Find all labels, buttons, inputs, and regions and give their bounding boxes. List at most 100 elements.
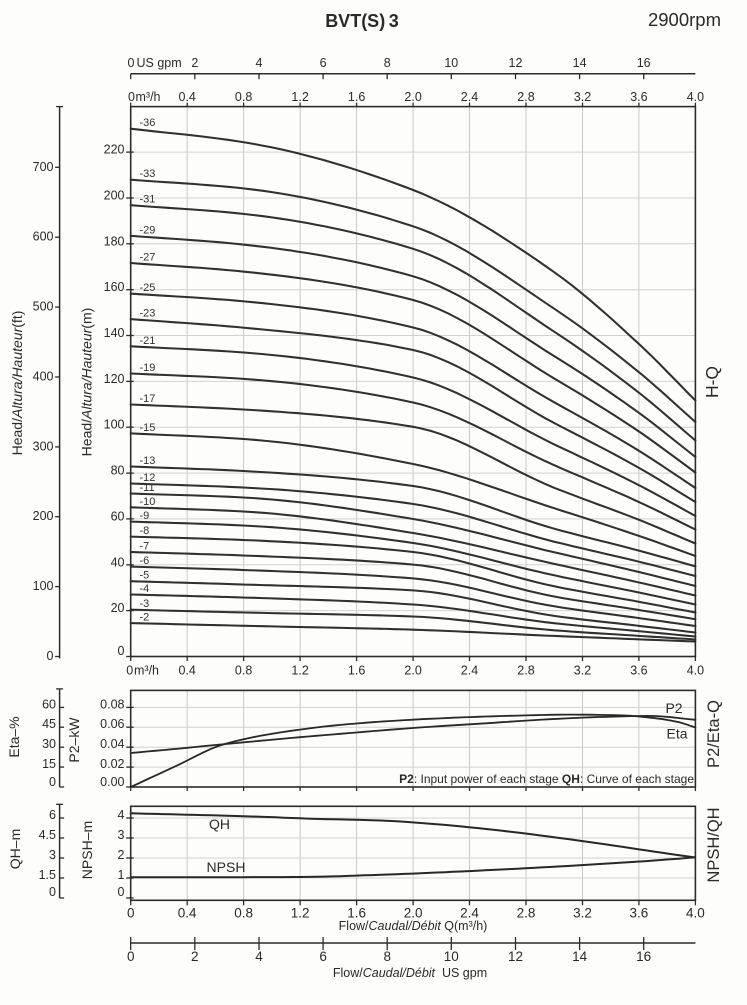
svg-text:2: 2 [191, 56, 198, 70]
svg-text:16: 16 [636, 949, 651, 964]
svg-text:0: 0 [127, 949, 135, 964]
svg-text:H-Q: H-Q [702, 366, 722, 398]
svg-text:1.2: 1.2 [291, 90, 308, 104]
svg-text:P2: P2 [665, 700, 682, 716]
svg-text:QH–m: QH–m [7, 829, 23, 869]
svg-text:700: 700 [33, 160, 54, 174]
svg-text:4.5: 4.5 [39, 828, 56, 842]
svg-text:NPSH/QH: NPSH/QH [705, 807, 723, 882]
svg-text:30: 30 [42, 737, 56, 751]
svg-text:2: 2 [118, 848, 125, 862]
svg-text:-6: -6 [140, 555, 150, 567]
svg-text:NPSH: NPSH [207, 859, 246, 875]
svg-text:-15: -15 [140, 422, 156, 434]
svg-text:140: 140 [104, 326, 125, 340]
svg-text:60: 60 [111, 509, 125, 523]
svg-text:1.6: 1.6 [347, 906, 366, 921]
svg-text:2.0: 2.0 [404, 90, 421, 104]
svg-text:4: 4 [118, 808, 125, 822]
svg-text:100: 100 [104, 418, 125, 432]
svg-text:16: 16 [637, 56, 651, 70]
svg-text:6: 6 [49, 808, 56, 822]
svg-text:120: 120 [104, 372, 125, 386]
svg-text:-13: -13 [140, 455, 156, 467]
svg-text:-5: -5 [140, 570, 150, 582]
svg-text:500: 500 [33, 300, 54, 314]
svg-text:Head/Altura/Hauteur(ft): Head/Altura/Hauteur(ft) [9, 311, 25, 456]
svg-text:0: 0 [118, 644, 125, 658]
svg-text:40: 40 [111, 555, 125, 569]
svg-text:15: 15 [42, 757, 56, 771]
svg-text:0.8: 0.8 [234, 906, 253, 921]
svg-text:0: 0 [49, 775, 56, 789]
svg-text:8: 8 [383, 949, 391, 964]
svg-text:2.4: 2.4 [460, 906, 479, 921]
svg-text:0.4: 0.4 [179, 90, 196, 104]
svg-text:0.00: 0.00 [100, 775, 124, 789]
svg-text:0: 0 [47, 649, 54, 663]
svg-text:2.8: 2.8 [517, 664, 534, 678]
svg-text:1.6: 1.6 [348, 90, 365, 104]
svg-text:1.2: 1.2 [291, 906, 310, 921]
svg-text:1.2: 1.2 [291, 664, 308, 678]
svg-text:Eta: Eta [666, 726, 687, 742]
svg-text:-23: -23 [140, 308, 156, 320]
svg-text:8: 8 [384, 56, 391, 70]
svg-text:-19: -19 [140, 362, 156, 374]
svg-text:4.0: 4.0 [686, 906, 705, 921]
svg-text:-3: -3 [140, 598, 150, 610]
svg-text:Head/Altura/Hauteur(m): Head/Altura/Hauteur(m) [79, 308, 95, 457]
svg-text:0.4: 0.4 [179, 664, 196, 678]
svg-text:6: 6 [319, 949, 327, 964]
svg-text:220: 220 [104, 143, 125, 157]
svg-text:3.6: 3.6 [630, 906, 649, 921]
svg-text:Flow/Caudal/Débit US gpm: Flow/Caudal/Débit US gpm [333, 966, 487, 980]
svg-text:600: 600 [33, 230, 54, 244]
svg-text:45: 45 [42, 717, 56, 731]
svg-text:3.6: 3.6 [630, 90, 647, 104]
svg-text:80: 80 [111, 464, 125, 478]
svg-text:3.2: 3.2 [574, 664, 591, 678]
svg-text:0: 0 [118, 885, 125, 899]
svg-text:-31: -31 [140, 194, 156, 206]
svg-text:-17: -17 [140, 393, 156, 405]
svg-text:-25: -25 [140, 282, 156, 294]
svg-text:20: 20 [111, 601, 125, 615]
svg-text:6: 6 [320, 56, 327, 70]
svg-text:0.04: 0.04 [100, 737, 124, 751]
svg-text:200: 200 [104, 189, 125, 203]
svg-text:-9: -9 [140, 510, 150, 522]
svg-text:10: 10 [444, 949, 459, 964]
svg-text:BVT(S) 3: BVT(S) 3 [325, 11, 399, 31]
svg-text:0: 0 [49, 885, 56, 899]
svg-text:Eta–%: Eta–% [6, 716, 22, 757]
svg-text:3.6: 3.6 [630, 664, 647, 678]
svg-text:2: 2 [191, 949, 199, 964]
svg-text:-7: -7 [140, 541, 150, 553]
svg-text:-8: -8 [140, 525, 150, 537]
svg-text:3.2: 3.2 [574, 90, 591, 104]
svg-text:QH: QH [209, 816, 230, 832]
svg-text:-10: -10 [140, 496, 156, 508]
svg-text:m³/h: m³/h [136, 90, 161, 104]
svg-text:m³/h: m³/h [134, 664, 159, 678]
svg-text:2900rpm: 2900rpm [648, 9, 721, 30]
svg-text:0.02: 0.02 [100, 757, 124, 771]
svg-text:0.08: 0.08 [100, 697, 124, 711]
svg-text:3: 3 [49, 848, 56, 862]
svg-text:1.5: 1.5 [39, 868, 56, 882]
svg-text:4.0: 4.0 [687, 664, 704, 678]
svg-text:P2–kW: P2–kW [66, 717, 82, 763]
svg-text:12: 12 [508, 949, 523, 964]
svg-text:-36: -36 [140, 117, 156, 129]
svg-text:-11: -11 [140, 482, 155, 494]
svg-text:0: 0 [127, 906, 135, 921]
svg-text:2.0: 2.0 [404, 906, 423, 921]
svg-text:2.0: 2.0 [404, 664, 421, 678]
svg-text:P2: Input power of each stage: P2: Input power of each stage QH: Curve … [399, 772, 694, 786]
svg-text:1.6: 1.6 [348, 664, 365, 678]
svg-text:4: 4 [255, 949, 263, 964]
svg-text:2.4: 2.4 [461, 664, 478, 678]
svg-text:14: 14 [572, 949, 588, 964]
svg-text:14: 14 [573, 56, 587, 70]
